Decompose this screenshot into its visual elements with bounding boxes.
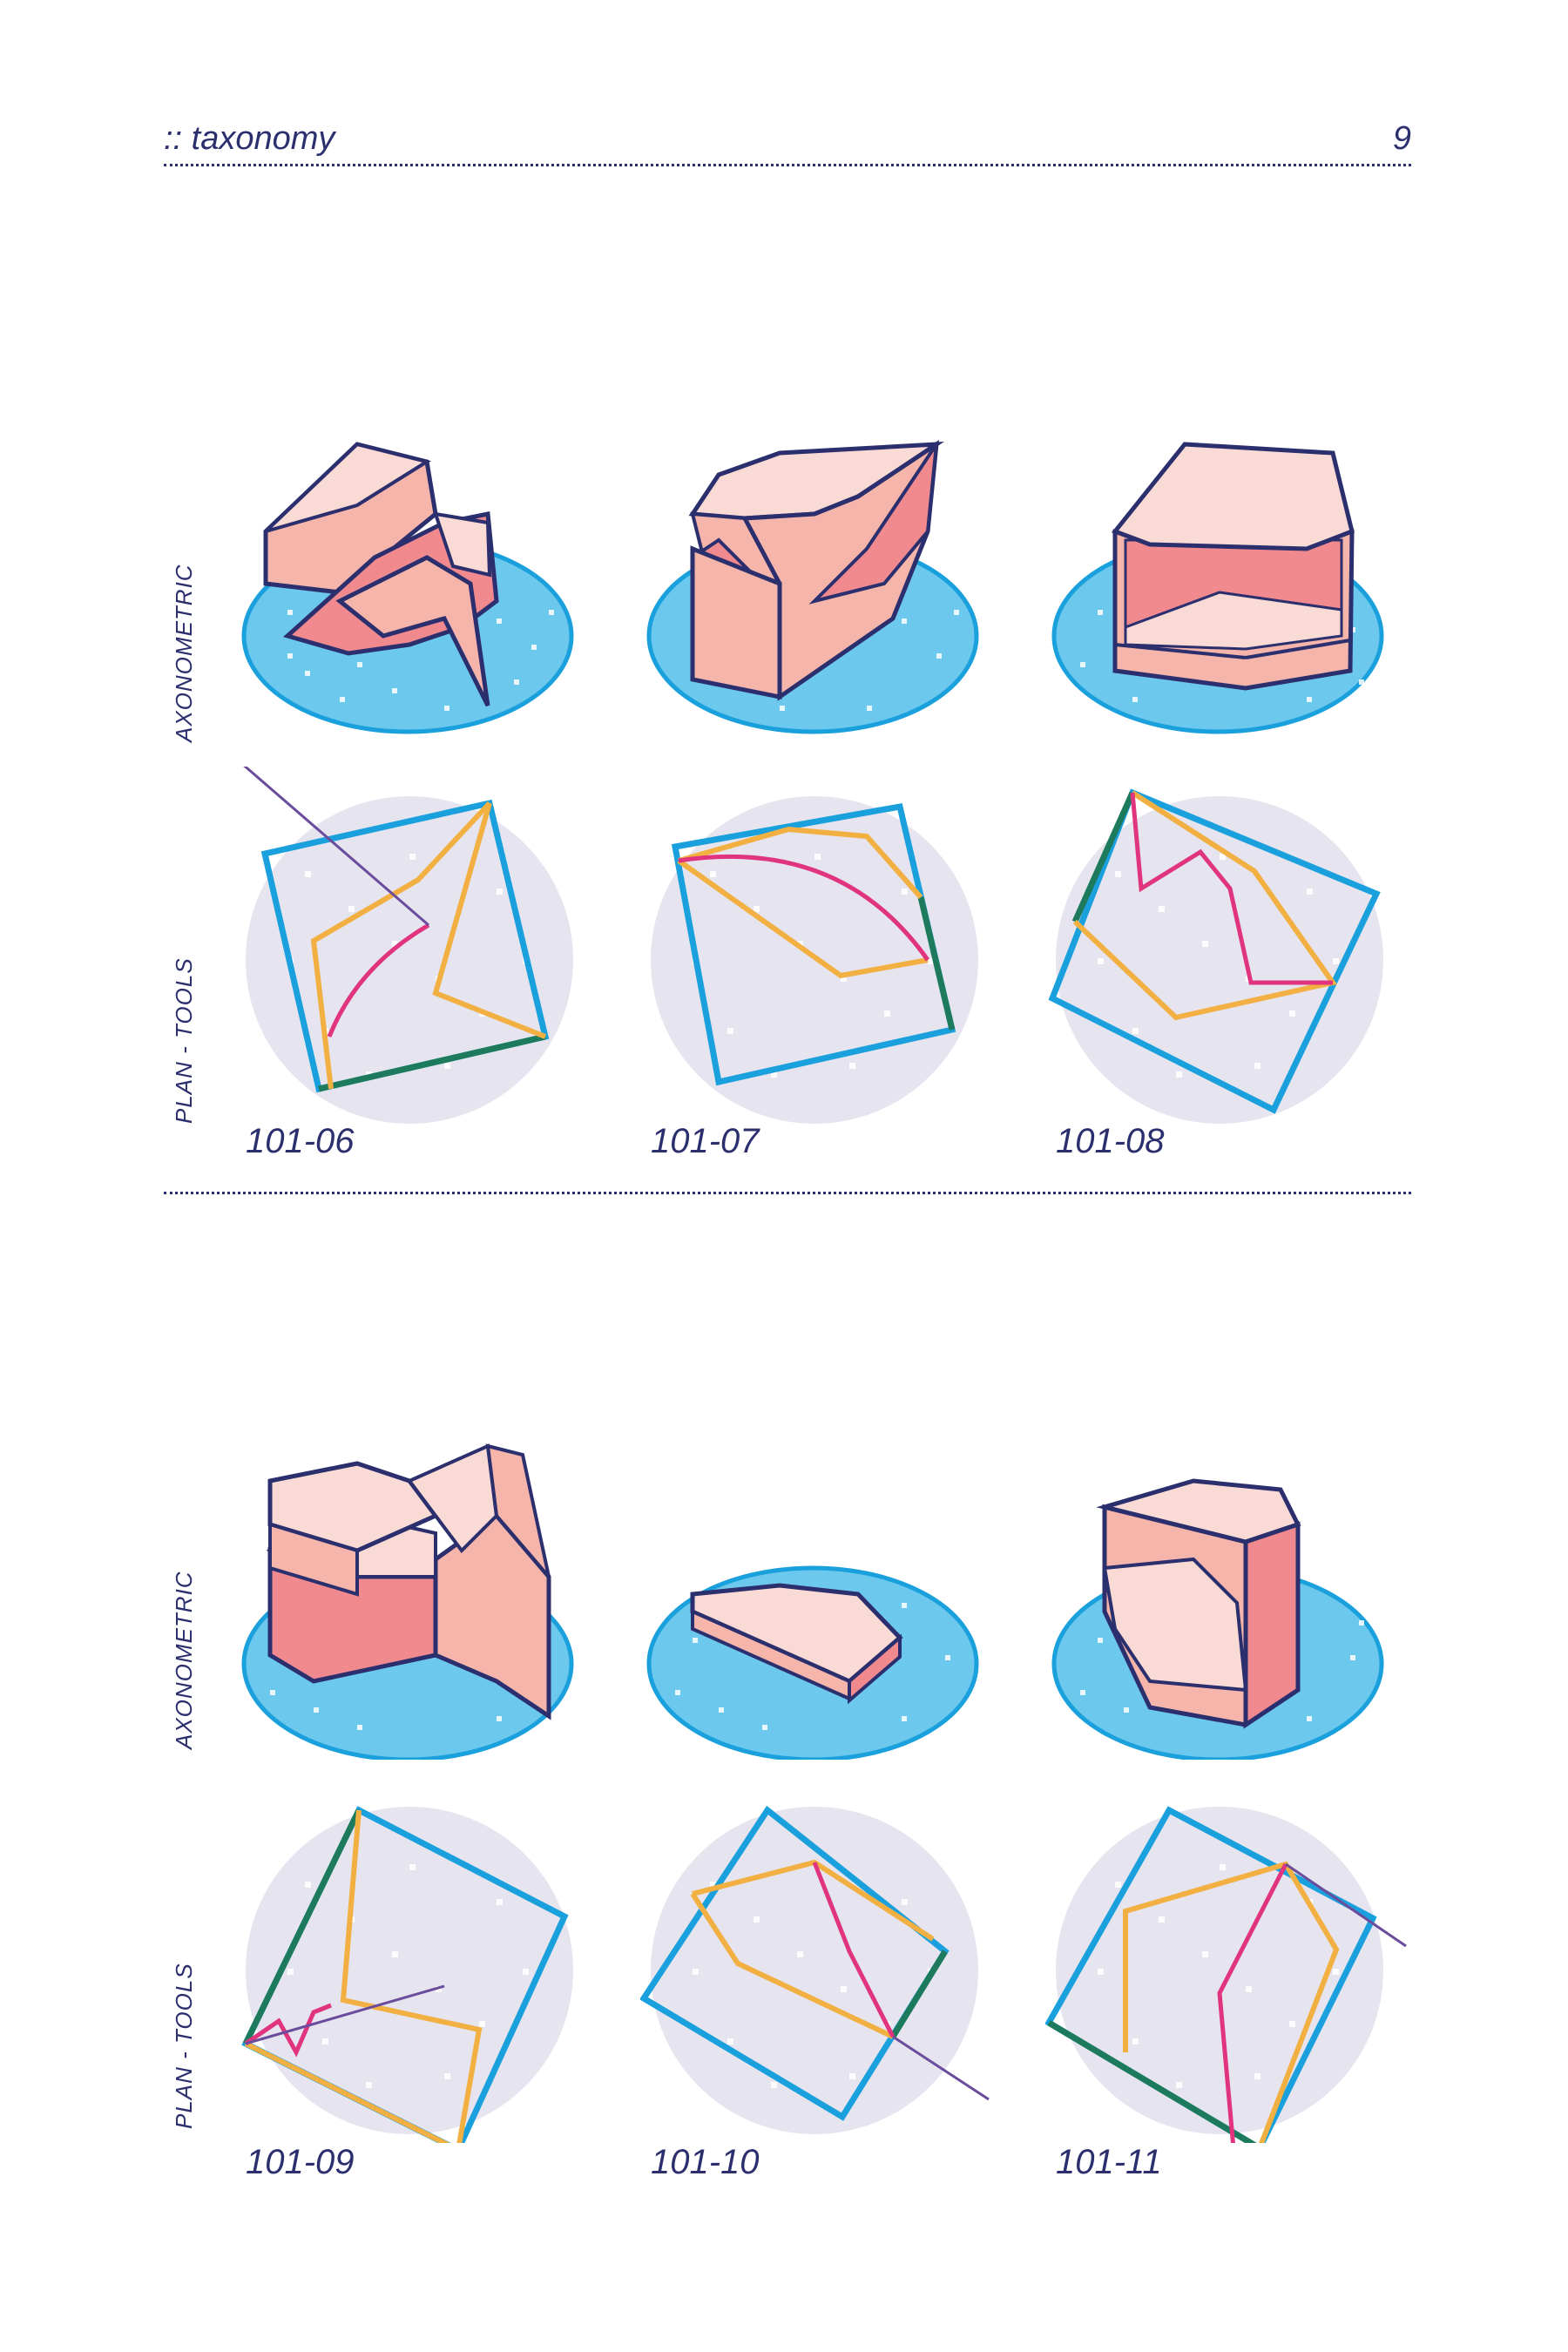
plan-tools-drawing <box>651 796 978 1124</box>
item-code: 101-09 <box>246 2143 355 2181</box>
taxonomy-item: 101-10 <box>640 1429 1006 2230</box>
page-header: :: taxonomy 9 <box>164 115 1411 164</box>
taxonomy-item: 101-08 <box>1045 418 1411 1202</box>
plan-tools-drawing <box>241 1806 573 2143</box>
item-code: 101-11 <box>1056 2143 1162 2181</box>
row-label-axonometric: AXONOMETRIC <box>171 1571 197 1749</box>
axonometric-drawing <box>241 442 574 734</box>
taxonomy-item: 101-11 <box>1045 1429 1411 2230</box>
item-code: 101-08 <box>1056 1122 1165 1160</box>
section-title: :: taxonomy <box>164 120 335 157</box>
item-code: 101-07 <box>651 1122 760 1160</box>
taxonomy-item: 101-07 <box>640 418 1006 1202</box>
page-number: 9 <box>1392 120 1411 157</box>
row-label-plan-tools: PLAN - TOOLS <box>171 1963 197 2129</box>
plan-tools-drawing <box>1048 788 1383 1124</box>
item-code: 101-06 <box>246 1122 355 1160</box>
axonometric-drawing <box>646 1565 979 1760</box>
item-code: 101-10 <box>651 2143 760 2181</box>
axonometric-drawing <box>241 1443 574 1760</box>
taxonomy-item: 101-09 <box>235 1429 601 2230</box>
plan-tools-drawing <box>243 767 573 1124</box>
header-divider <box>164 164 1411 166</box>
axonometric-drawing <box>1051 442 1384 734</box>
group-divider <box>164 1192 1411 1194</box>
plan-tools-drawing <box>640 1805 990 2134</box>
axonometric-drawing <box>646 439 979 734</box>
plan-tools-drawing <box>1045 1806 1407 2143</box>
axonometric-drawing <box>1051 1478 1384 1760</box>
row-label-plan-tools: PLAN - TOOLS <box>171 957 197 1124</box>
row-label-axonometric: AXONOMETRIC <box>171 564 197 742</box>
taxonomy-item: 101-06 <box>235 418 601 1202</box>
